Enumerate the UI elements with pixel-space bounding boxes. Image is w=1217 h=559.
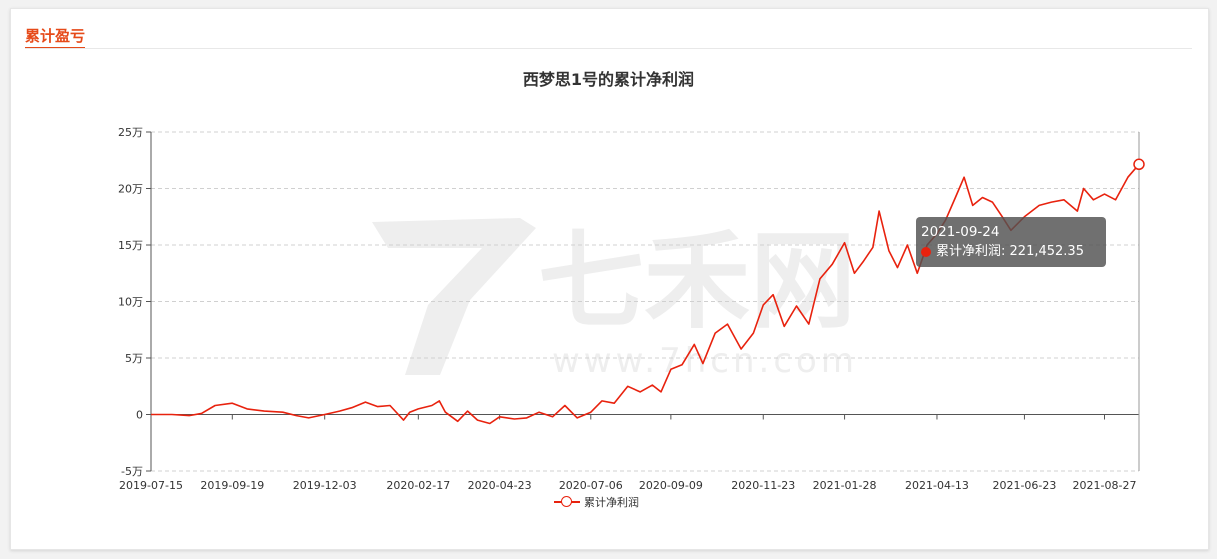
x-tick-label: 2021-06-23 xyxy=(992,479,1056,492)
watermark-logo-icon xyxy=(372,218,536,375)
y-tick-label: 25万 xyxy=(118,126,143,139)
x-tick-label: 2020-07-06 xyxy=(559,479,623,492)
legend-line-circle-icon xyxy=(554,496,580,508)
tooltip-series-label: 累计净利润 xyxy=(936,244,1002,259)
tooltip-colon: : xyxy=(1001,244,1010,259)
y-tick-label: 15万 xyxy=(118,239,143,252)
watermark: 七禾网 www.7hcn.com xyxy=(372,218,858,381)
x-tick-label: 2019-07-15 xyxy=(119,479,183,492)
x-tick-label: 2020-04-23 xyxy=(468,479,532,492)
x-tick-label: 2021-08-27 xyxy=(1073,479,1137,492)
x-tick-label: 2021-01-28 xyxy=(813,479,877,492)
hover-data-point[interactable] xyxy=(1133,158,1145,171)
x-tick-label: 2020-11-23 xyxy=(731,479,795,492)
watermark-brand: 七禾网 xyxy=(538,220,856,343)
y-axis: -5万 0 5万 10万 15万 20万 25万 xyxy=(118,126,152,478)
tooltip-row: 累计净利润 : 221,452.35 xyxy=(921,243,1101,261)
x-axis: 2019-07-15 2019-09-19 2019-12-03 2020-02-17… xyxy=(119,414,1139,492)
watermark-url: www.7hcn.com xyxy=(552,341,858,381)
legend[interactable]: 累计净利润 xyxy=(554,494,639,510)
x-tick-label: 2019-12-03 xyxy=(293,479,357,492)
tooltip-value: 221,452.35 xyxy=(1009,244,1084,259)
y-tick-label: 5万 xyxy=(125,352,143,365)
chart-card xyxy=(10,8,1209,550)
tooltip-series-dot-icon xyxy=(921,247,931,257)
x-tick-label: 2020-09-09 xyxy=(639,479,703,492)
x-tick-label: 2021-04-13 xyxy=(905,479,969,492)
y-tick-label: 0 xyxy=(136,409,143,422)
y-tick-label: 10万 xyxy=(118,296,143,309)
grid-lines xyxy=(151,131,1140,472)
x-tick-label: 2020-02-17 xyxy=(386,479,450,492)
chart-title: 西梦思1号的累计净利润 xyxy=(522,70,695,89)
tooltip-date: 2021-09-24 xyxy=(921,224,1000,240)
tooltip: 2021-09-24 累计净利润 : 221,452.35 xyxy=(916,217,1106,267)
legend-label: 累计净利润 xyxy=(584,496,639,509)
x-tick-label: 2019-09-19 xyxy=(200,479,264,492)
y-tick-label: -5万 xyxy=(121,465,143,478)
section-divider xyxy=(25,48,1192,49)
series-line xyxy=(151,163,1140,425)
y-tick-label: 20万 xyxy=(118,183,143,196)
